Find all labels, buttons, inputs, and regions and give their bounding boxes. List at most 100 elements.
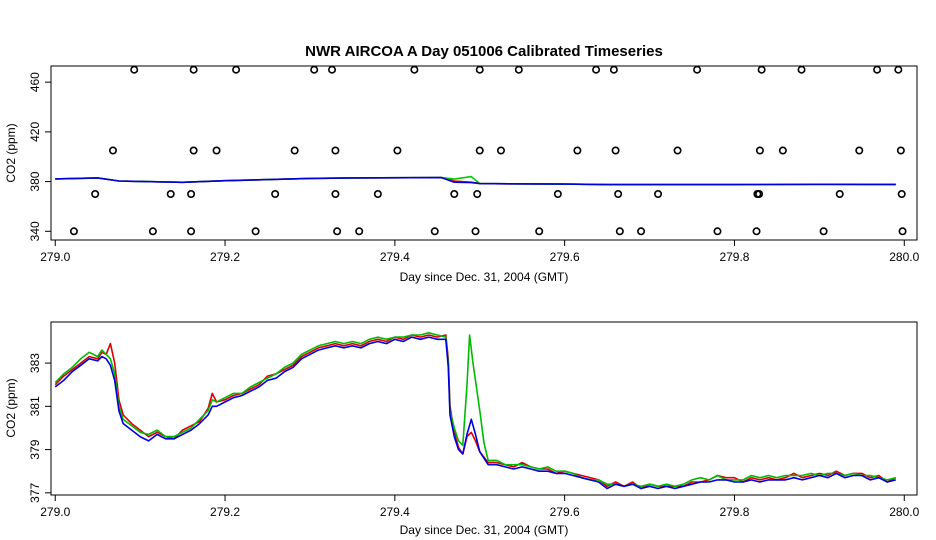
top-x-axis: 279.0 279.2 279.4 279.6 279.8 280.0 xyxy=(40,240,920,264)
data-point xyxy=(514,65,523,74)
x-tick-label: 279.2 xyxy=(210,505,240,519)
data-point xyxy=(130,65,139,74)
data-point xyxy=(592,65,601,74)
data-point xyxy=(609,65,618,74)
data-point xyxy=(475,65,484,74)
chart-title: NWR AIRCOA A Day 051006 Calibrated Times… xyxy=(305,43,663,60)
x-tick-label: 279.0 xyxy=(40,505,70,519)
series-line xyxy=(54,334,897,490)
data-point xyxy=(757,65,766,74)
data-point xyxy=(148,227,157,236)
data-point xyxy=(535,227,544,236)
data-point xyxy=(450,190,459,199)
data-point xyxy=(331,146,340,155)
bottom-series-lines xyxy=(54,332,897,490)
x-tick-label: 279.0 xyxy=(40,250,70,264)
top-x-axis-label: Day since Dec. 31, 2004 (GMT) xyxy=(400,270,569,284)
data-point xyxy=(471,227,480,236)
bottom-y-axis-label: CO2 (ppm) xyxy=(4,378,18,437)
data-point xyxy=(328,65,337,74)
top-panel: 279.0 279.2 279.4 279.6 279.8 280.0 340 380 420… xyxy=(4,65,920,284)
data-point xyxy=(673,146,682,155)
data-point xyxy=(496,146,505,155)
data-point xyxy=(410,65,419,74)
data-point xyxy=(573,146,582,155)
bottom-plot-frame xyxy=(50,321,918,496)
data-point xyxy=(271,190,280,199)
top-y-axis: 340 380 420 460 xyxy=(28,72,51,241)
data-point xyxy=(189,146,198,155)
data-point xyxy=(331,190,340,199)
y-tick-label: 460 xyxy=(28,72,42,92)
y-tick-label: 383 xyxy=(28,353,42,373)
data-point xyxy=(778,146,787,155)
top-scatter-points xyxy=(69,65,907,236)
data-point xyxy=(166,190,175,199)
y-tick-label: 420 xyxy=(28,122,42,142)
x-tick-label: 279.8 xyxy=(719,250,749,264)
x-tick-label: 279.2 xyxy=(210,250,240,264)
y-tick-label: 377 xyxy=(28,483,42,503)
y-tick-label: 380 xyxy=(28,171,42,191)
data-point xyxy=(614,190,623,199)
data-point xyxy=(819,227,828,236)
x-tick-label: 279.4 xyxy=(380,505,410,519)
x-tick-label: 280.0 xyxy=(889,505,919,519)
data-point xyxy=(251,227,260,236)
data-point xyxy=(693,65,702,74)
series-line xyxy=(55,176,896,186)
data-point xyxy=(752,227,761,236)
series-line xyxy=(54,336,896,490)
data-point xyxy=(187,227,196,236)
data-point xyxy=(187,190,196,199)
y-tick-label: 379 xyxy=(28,439,42,459)
bottom-y-axis: 377 379 381 383 xyxy=(28,353,51,503)
data-point xyxy=(611,146,620,155)
data-point xyxy=(473,190,482,199)
top-y-axis-label: CO2 (ppm) xyxy=(4,123,18,182)
series-line xyxy=(54,332,897,488)
top-plot-frame xyxy=(50,65,918,241)
data-point xyxy=(373,190,382,199)
x-tick-label: 279.6 xyxy=(550,250,580,264)
data-point xyxy=(797,65,806,74)
data-point xyxy=(615,227,624,236)
data-point xyxy=(755,146,764,155)
data-point xyxy=(855,146,864,155)
x-tick-label: 279.6 xyxy=(550,505,580,519)
data-point xyxy=(430,227,439,236)
bottom-x-axis: 279.0 279.2 279.4 279.6 279.8 280.0 xyxy=(40,495,920,519)
data-point xyxy=(355,227,364,236)
data-point xyxy=(189,65,198,74)
data-point xyxy=(835,190,844,199)
data-point xyxy=(873,65,882,74)
bottom-x-axis-label: Day since Dec. 31, 2004 (GMT) xyxy=(400,523,569,537)
data-point xyxy=(212,146,221,155)
y-tick-label: 340 xyxy=(28,221,42,241)
data-point xyxy=(553,190,562,199)
data-point xyxy=(333,227,342,236)
data-point xyxy=(91,190,100,199)
data-point xyxy=(654,190,663,199)
data-point xyxy=(713,227,722,236)
data-point xyxy=(755,190,764,199)
data-point xyxy=(475,146,484,155)
top-series-lines xyxy=(55,175,896,186)
data-point xyxy=(637,227,646,236)
x-tick-label: 279.8 xyxy=(719,505,749,519)
data-point xyxy=(897,190,906,199)
data-point xyxy=(69,227,78,236)
data-point xyxy=(896,146,905,155)
x-tick-label: 280.0 xyxy=(889,250,919,264)
data-point xyxy=(310,65,319,74)
y-tick-label: 381 xyxy=(28,396,42,416)
data-point xyxy=(232,65,241,74)
data-point xyxy=(290,146,299,155)
data-point xyxy=(108,146,117,155)
data-point xyxy=(393,146,402,155)
x-tick-label: 279.4 xyxy=(380,250,410,264)
bottom-panel: 279.0 279.2 279.4 279.6 279.8 280.0 377 379 381… xyxy=(4,321,920,537)
data-point xyxy=(894,65,903,74)
data-point xyxy=(898,227,907,236)
